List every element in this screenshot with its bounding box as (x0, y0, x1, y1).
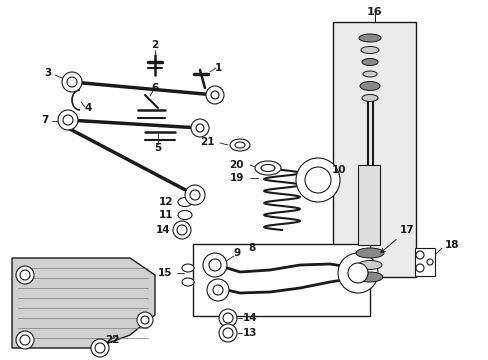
Text: 21: 21 (200, 137, 215, 147)
Ellipse shape (182, 264, 194, 272)
Circle shape (213, 285, 223, 295)
Circle shape (184, 185, 204, 205)
Text: 11: 11 (158, 210, 173, 220)
Bar (414, 248, 434, 276)
Circle shape (305, 167, 330, 193)
Circle shape (91, 339, 109, 357)
Ellipse shape (355, 248, 383, 258)
Circle shape (415, 251, 423, 259)
Circle shape (62, 72, 82, 92)
Circle shape (190, 190, 200, 200)
Bar (357, 165, 379, 245)
Circle shape (203, 253, 226, 277)
Text: 7: 7 (41, 115, 49, 125)
Ellipse shape (178, 198, 192, 207)
Text: 17: 17 (380, 225, 414, 252)
Ellipse shape (254, 161, 281, 175)
Text: 1: 1 (214, 63, 221, 73)
Circle shape (196, 124, 203, 132)
Circle shape (173, 221, 191, 239)
Ellipse shape (362, 71, 376, 77)
Ellipse shape (235, 142, 244, 148)
Circle shape (347, 263, 367, 283)
Circle shape (137, 312, 153, 328)
Text: 9: 9 (233, 248, 240, 258)
Text: 18: 18 (444, 240, 459, 250)
Circle shape (337, 253, 377, 293)
Text: 8: 8 (247, 243, 255, 253)
Ellipse shape (356, 272, 382, 282)
Circle shape (206, 279, 228, 301)
Polygon shape (12, 258, 155, 348)
Circle shape (141, 316, 149, 324)
Text: 13: 13 (243, 328, 257, 338)
Text: 20: 20 (229, 160, 244, 170)
Text: 14: 14 (155, 225, 170, 235)
Circle shape (67, 77, 77, 87)
Bar (332, 22, 415, 277)
Circle shape (223, 328, 232, 338)
Circle shape (191, 119, 208, 137)
Circle shape (205, 86, 224, 104)
Ellipse shape (261, 165, 274, 171)
Circle shape (415, 264, 423, 272)
Text: 22: 22 (105, 335, 119, 345)
Circle shape (16, 266, 34, 284)
Text: 5: 5 (154, 143, 162, 153)
Text: 15: 15 (157, 268, 172, 278)
Text: 14: 14 (243, 313, 257, 323)
Circle shape (210, 91, 219, 99)
Text: 3: 3 (44, 68, 52, 78)
Text: 12: 12 (158, 197, 173, 207)
Circle shape (219, 324, 237, 342)
Ellipse shape (182, 278, 194, 286)
Ellipse shape (361, 58, 377, 66)
Bar (193, 244, 369, 316)
Ellipse shape (359, 81, 379, 90)
Circle shape (177, 225, 186, 235)
Text: 6: 6 (151, 83, 158, 93)
Ellipse shape (229, 139, 249, 151)
Circle shape (58, 110, 78, 130)
Text: 2: 2 (151, 40, 158, 50)
Circle shape (20, 270, 30, 280)
Text: 16: 16 (366, 7, 382, 17)
Text: 4: 4 (84, 103, 92, 113)
Ellipse shape (357, 261, 381, 270)
Ellipse shape (358, 34, 380, 42)
Circle shape (95, 343, 105, 353)
Circle shape (63, 115, 73, 125)
Circle shape (426, 259, 432, 265)
Circle shape (16, 331, 34, 349)
Text: 19: 19 (229, 173, 244, 183)
Circle shape (219, 309, 237, 327)
Circle shape (295, 158, 339, 202)
Ellipse shape (361, 94, 377, 102)
Circle shape (208, 259, 221, 271)
Text: 10: 10 (331, 165, 346, 175)
Circle shape (20, 335, 30, 345)
Circle shape (223, 313, 232, 323)
Ellipse shape (360, 46, 378, 54)
Ellipse shape (178, 211, 192, 220)
